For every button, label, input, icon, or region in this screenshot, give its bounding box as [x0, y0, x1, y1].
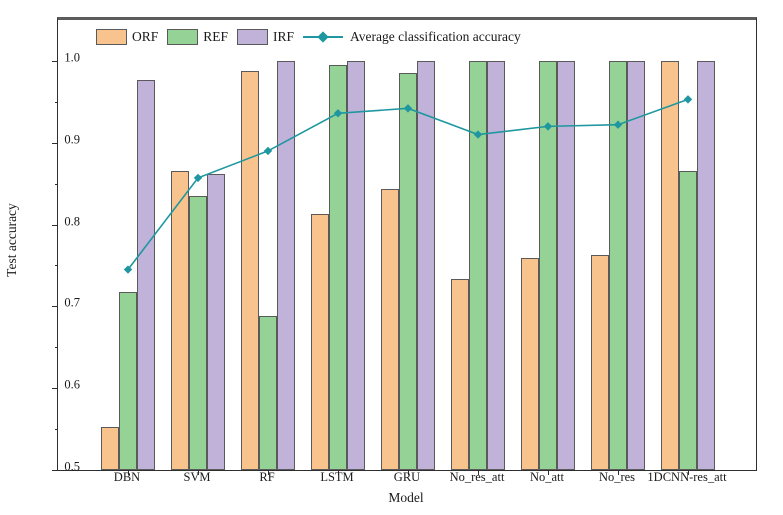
x-axis-tick — [408, 470, 409, 475]
bar-ref-no_res_att — [469, 60, 487, 470]
legend-item-orf: ORF — [96, 29, 158, 45]
x-axis-label: Model — [388, 490, 424, 505]
y-axis-major-tick — [52, 142, 58, 144]
bar-orf-no_att — [521, 258, 539, 470]
bar-ref-rf — [259, 316, 277, 470]
legend-label: ORF — [132, 29, 159, 44]
bar-irf-dbn — [137, 79, 155, 470]
legend: ORF REF IRF Average classification accuracy — [96, 29, 521, 45]
x-axis-tick — [548, 470, 549, 475]
legend-item-irf: IRF — [237, 29, 294, 45]
bar-ref-dbn — [119, 292, 137, 470]
legend-label: REF — [203, 29, 229, 44]
y-axis-major-tick — [52, 224, 58, 226]
x-axis-tick — [268, 470, 269, 475]
x-axis-tick-label: No_att — [529, 470, 565, 484]
y-axis-tick-label: 0.8 — [64, 214, 80, 229]
x-axis-tick — [338, 470, 339, 475]
x-axis-tick-label: LSTM — [320, 470, 354, 484]
legend-swatch-irf — [237, 29, 269, 45]
bar-ref-svm — [189, 195, 207, 470]
x-axis-tick — [128, 470, 129, 475]
line-marker-diamond — [123, 265, 133, 274]
legend-label: IRF — [273, 29, 295, 44]
x-axis-tick — [618, 470, 619, 475]
y-axis-major-tick — [52, 388, 58, 390]
legend-swatch-orf — [96, 29, 127, 45]
y-axis-minor-tick — [54, 347, 58, 349]
plot-area: ORF REF IRF Average classification accuracy — [52, 17, 757, 475]
line-marker-diamond — [683, 95, 693, 104]
bar-orf-svm — [171, 171, 189, 470]
x-axis-tick-label: RF — [259, 470, 275, 484]
x-axis-tick-label: GRU — [393, 470, 421, 484]
bar-irf-no_res — [627, 60, 645, 470]
x-axis-tick — [688, 470, 689, 475]
legend-line-sample-icon — [303, 29, 344, 45]
bar-orf-no_res_att — [451, 279, 469, 470]
legend-item-ref: REF — [167, 29, 228, 45]
bar-irf-rf — [277, 60, 295, 470]
y-axis-major-tick — [52, 306, 58, 308]
x-axis-tick — [478, 470, 479, 475]
x-axis-tick-label: No_res_att — [449, 470, 505, 484]
legend-swatch-ref — [167, 29, 199, 45]
y-axis-tick-label: 0.9 — [64, 132, 80, 147]
bar-orf-gru — [381, 189, 399, 470]
x-axis-tick-label: SVM — [183, 470, 211, 484]
bar-orf-dbn — [101, 426, 119, 470]
legend-item-average-line: Average classification accuracy — [303, 29, 521, 45]
y-axis-tick-label: 0.7 — [64, 295, 80, 310]
y-axis-minor-tick — [54, 429, 58, 431]
x-axis-tick-label: DBN — [113, 470, 141, 484]
bar-irf-no_res_att — [487, 60, 505, 470]
bar-orf-1dcnn-res_att — [661, 60, 679, 470]
bar-orf-lstm — [311, 213, 329, 470]
y-axis-minor-tick — [54, 265, 58, 267]
x-axis-tick-label: 1DCNN-res_att — [647, 470, 727, 484]
y-axis-label: Test accuracy — [4, 203, 19, 277]
y-axis-tick-label: 1.0 — [64, 50, 80, 65]
bar-irf-no_att — [557, 60, 575, 470]
bar-ref-1dcnn-res_att — [679, 171, 697, 470]
y-axis-minor-tick — [54, 183, 58, 185]
bar-ref-no_att — [539, 60, 557, 470]
x-axis-tick-label: No_res — [598, 470, 636, 484]
y-axis-major-tick — [52, 470, 58, 471]
line-marker-diamond — [193, 173, 203, 183]
bar-orf-no_res — [591, 254, 609, 470]
y-axis-minor-tick — [54, 101, 58, 103]
y-axis-tick-label: 0.5 — [64, 459, 80, 474]
y-axis-major-tick — [52, 60, 58, 62]
bar-orf-rf — [241, 70, 259, 470]
legend-label: Average classification accuracy — [350, 29, 521, 44]
line-marker-diamond — [263, 146, 273, 156]
x-axis-tick — [198, 470, 199, 475]
bar-irf-1dcnn-res_att — [697, 60, 715, 470]
bar-irf-lstm — [347, 60, 365, 470]
bar-ref-lstm — [329, 65, 347, 470]
bar-irf-gru — [417, 60, 435, 470]
bar-ref-gru — [399, 73, 417, 470]
bar-ref-no_res — [609, 60, 627, 470]
bar-irf-svm — [207, 173, 225, 470]
y-axis-tick-label: 0.6 — [64, 377, 80, 392]
